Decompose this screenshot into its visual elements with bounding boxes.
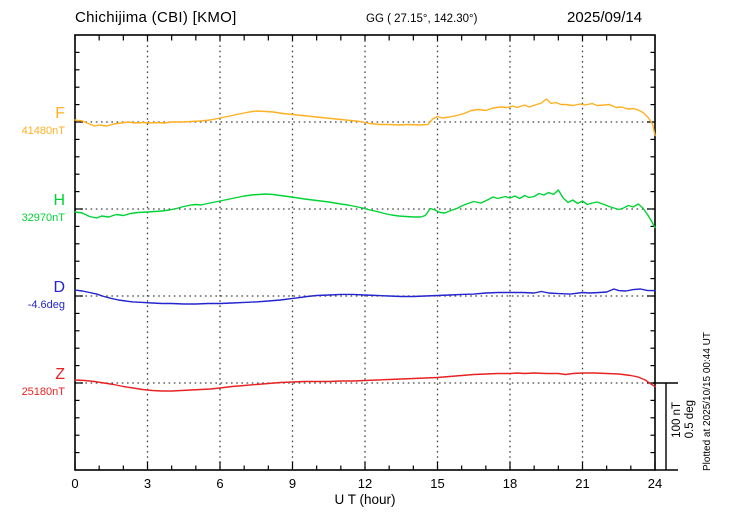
channel-letter-D: D — [53, 279, 65, 296]
series-Z-line — [74, 372, 656, 392]
x-tick-label-12: 12 — [357, 476, 373, 491]
series-H-line — [74, 189, 656, 229]
channel-letter-F: F — [55, 105, 65, 122]
channel-letter-Z: Z — [55, 366, 65, 383]
plotted-at-timestamp: Plotted at 2025/10/15 00:44 UT — [702, 332, 713, 471]
channel-baseline-Z: 25180nT — [21, 386, 65, 398]
channel-label-D: D -4.6deg — [0, 279, 65, 312]
scalebar-label-deg: 0.5 deg — [684, 400, 696, 439]
channel-letter-H: H — [53, 192, 65, 209]
observation-date: 2025/09/14 — [567, 9, 643, 26]
x-tick-label-6: 6 — [216, 476, 224, 491]
channel-label-F: F 41480nT — [0, 105, 65, 138]
plot-frame — [74, 34, 656, 471]
channel-label-H: H 32970nT — [0, 192, 65, 225]
station-title: Chichijima (CBI) [KMO] — [75, 9, 237, 26]
x-tick-label-0: 0 — [71, 476, 79, 491]
x-tick-label-21: 21 — [575, 476, 590, 491]
x-tick-label-3: 3 — [143, 476, 152, 491]
x-tick-label-24: 24 — [647, 476, 663, 491]
series-D-line — [74, 288, 656, 305]
x-axis-label: U T (hour) — [334, 492, 396, 507]
channel-baseline-F: 41480nT — [21, 125, 65, 137]
x-tick-label-15: 15 — [430, 476, 445, 491]
x-tick-label-9: 9 — [288, 476, 297, 491]
x-tick-label-18: 18 — [502, 476, 518, 491]
channel-baseline-H: 32970nT — [21, 212, 65, 224]
channel-baseline-D: -4.6deg — [27, 299, 65, 311]
channel-label-Z: Z 25180nT — [0, 366, 65, 399]
scalebar-label-nt: 100 nT — [671, 402, 683, 438]
series-F-line — [74, 98, 656, 137]
geographic-coordinates: GG ( 27.15°, 142.30°) — [366, 13, 478, 25]
